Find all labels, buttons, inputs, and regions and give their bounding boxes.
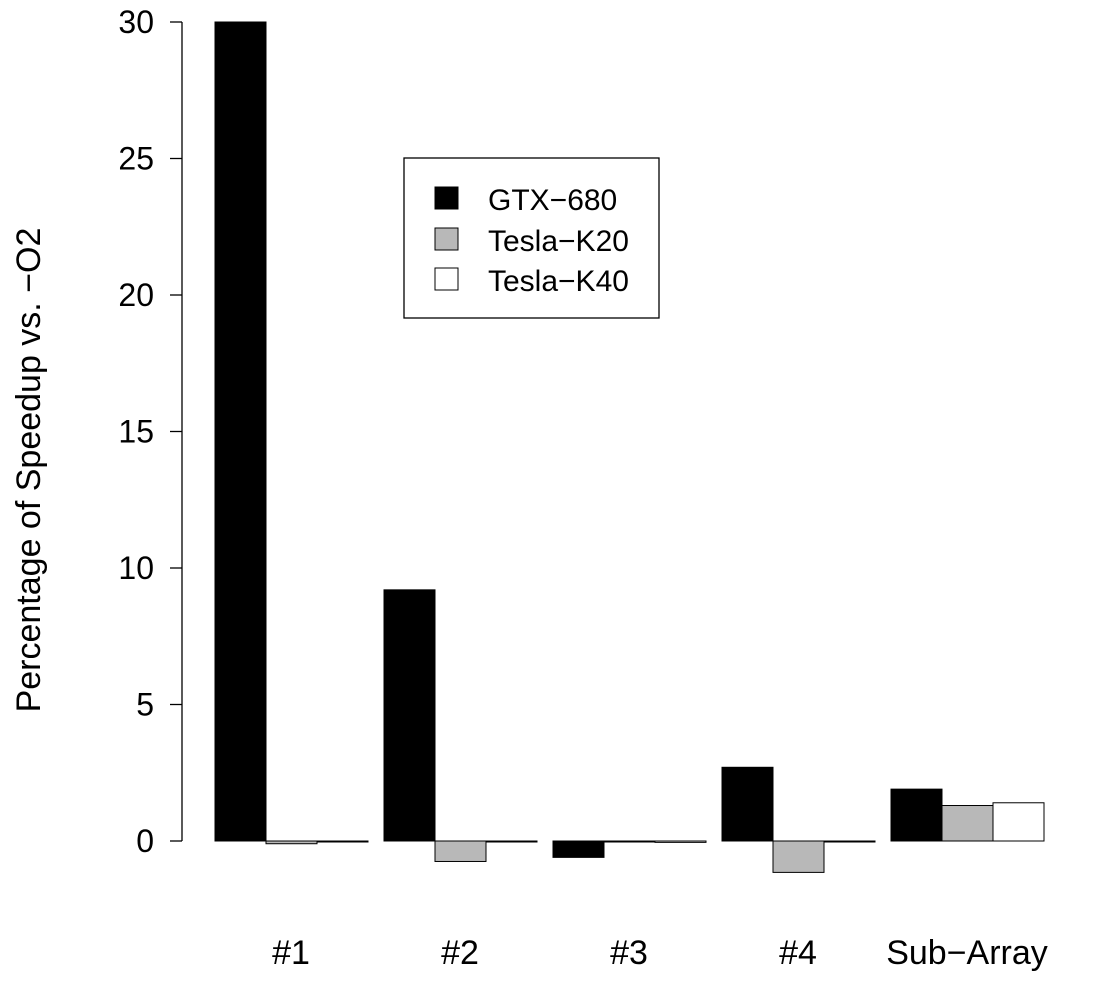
bar-tesla-k40-1 [316, 840, 369, 843]
x-category-label: #4 [779, 934, 817, 972]
legend-swatch-tesla-k40 [434, 267, 459, 291]
bars [214, 21, 1045, 873]
x-category-label: Sub−Array [886, 934, 1048, 972]
bar-tesla-k20-sub-array [941, 805, 994, 842]
bar-gtx-680-1 [214, 21, 267, 842]
legend-label-tesla-k20: Tesla−K20 [488, 225, 629, 258]
bar-tesla-k40-sub-array [992, 802, 1045, 842]
legend: GTX−680 Tesla−K20 Tesla−K40 [403, 157, 660, 319]
bar-gtx-680-3 [552, 840, 605, 858]
y-axis-label: Percentage of Speedup vs. −O2 [10, 228, 48, 713]
x-category-label: #1 [272, 934, 310, 972]
bar-tesla-k20-4 [772, 840, 825, 873]
y-tick-label: 0 [136, 823, 154, 859]
x-axis-categories: #1 #2 #3 #4 Sub−Array [272, 934, 1048, 972]
y-axis: 0 5 10 15 20 25 30 [118, 4, 183, 859]
bar-tesla-k20-3 [603, 840, 656, 843]
legend-label-gtx680: GTX−680 [488, 184, 617, 217]
y-tick-label: 25 [118, 141, 154, 177]
y-tick-label: 10 [118, 550, 154, 586]
legend-swatch-gtx680 [434, 186, 459, 210]
y-tick-label: 15 [118, 414, 154, 450]
bar-gtx-680-2 [383, 589, 436, 842]
y-tick-label: 5 [136, 687, 154, 723]
legend-swatch-tesla-k20 [434, 227, 459, 251]
bar-tesla-k40-2 [485, 840, 538, 843]
bar-tesla-k40-4 [823, 840, 876, 843]
bar-gtx-680-sub-array [890, 788, 943, 842]
bar-tesla-k40-3 [654, 840, 707, 843]
y-tick-label: 20 [118, 277, 154, 313]
bar-gtx-680-4 [721, 766, 774, 842]
bar-tesla-k20-2 [434, 840, 487, 862]
x-category-label: #3 [610, 934, 648, 972]
x-category-label: #2 [441, 934, 479, 972]
bar-tesla-k20-1 [265, 840, 318, 845]
legend-label-tesla-k40: Tesla−K40 [488, 265, 629, 298]
y-tick-label: 30 [118, 4, 154, 40]
